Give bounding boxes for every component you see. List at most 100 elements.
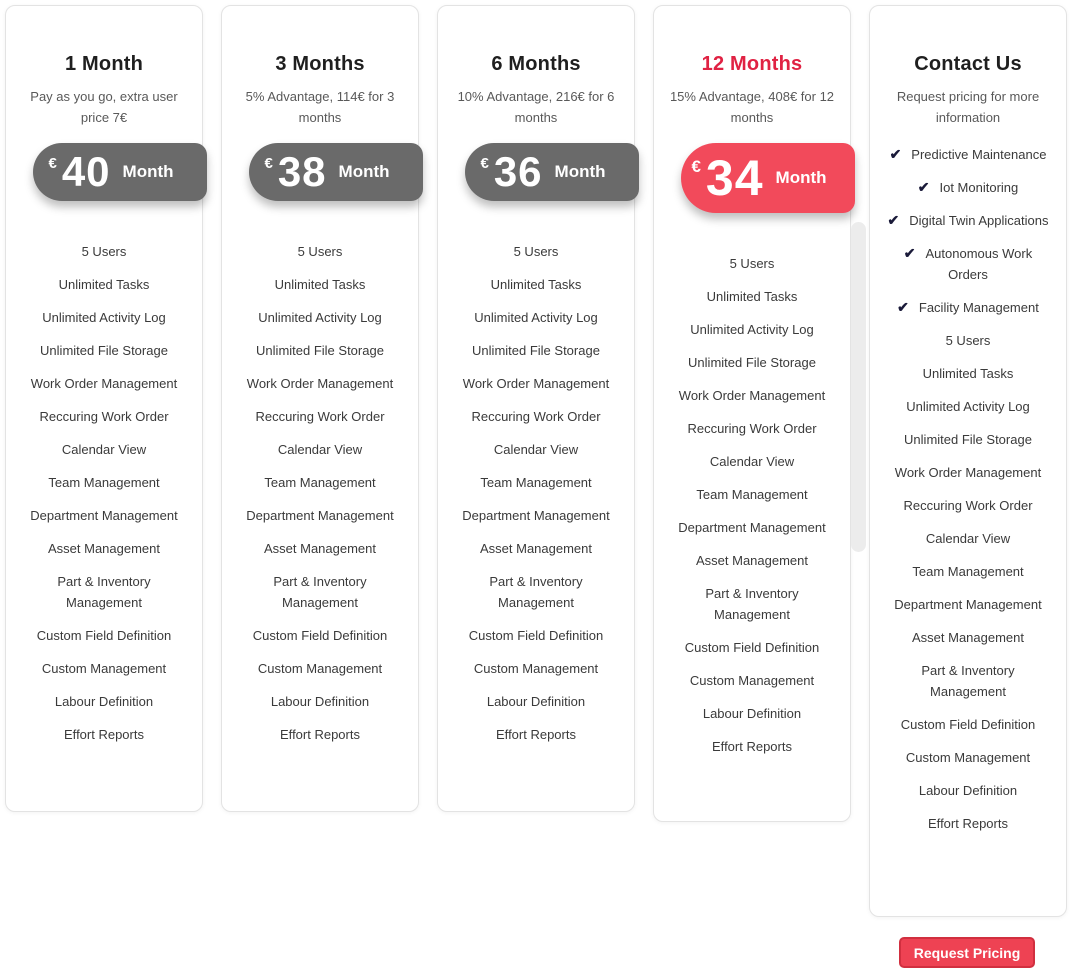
plan-title-12-months: 12 Months bbox=[701, 53, 803, 75]
feature-item: 5 Users bbox=[81, 244, 127, 259]
feature-item: Effort Reports bbox=[280, 727, 360, 742]
feature-item: Calendar View bbox=[493, 442, 579, 457]
price-amount: 40 bbox=[61, 148, 111, 195]
feature-item: 5 Users bbox=[729, 256, 775, 271]
plans-row: 1 Month Pay as you go, extra user price 7… bbox=[5, 5, 1067, 917]
feature-list: 5 Users Unlimited Tasks Unlimited Activity… bbox=[654, 247, 850, 763]
feature-item: Part & Inventory Management bbox=[489, 574, 583, 610]
feature-item: Unlimited Activity Log bbox=[690, 322, 814, 337]
feature-item: Department Management bbox=[30, 508, 178, 523]
feature-item: Custom Field Definition bbox=[900, 717, 1036, 732]
plan-card-3-months: 3 Months 5% Advantage, 114€ for 3 months €… bbox=[221, 5, 423, 812]
currency-symbol: € bbox=[264, 154, 273, 172]
feature-item: Part & Inventory Management bbox=[705, 586, 799, 622]
feature-item: Unlimited Activity Log bbox=[906, 399, 1030, 414]
plan-subtitle-3-months: 5% Advantage, 114€ for 3 months bbox=[245, 89, 395, 125]
feature-item: Asset Management bbox=[263, 541, 376, 556]
check-item-label: Autonomous Work Orders bbox=[925, 246, 1033, 282]
feature-item: Team Management bbox=[264, 475, 376, 490]
feature-item: Labour Definition bbox=[486, 694, 586, 709]
feature-item: Labour Definition bbox=[918, 783, 1018, 798]
feature-item: Asset Management bbox=[47, 541, 160, 556]
feature-item: Unlimited Activity Log bbox=[42, 310, 166, 325]
feature-item: Calendar View bbox=[925, 531, 1011, 546]
request-pricing-wrap: Request Pricing bbox=[869, 937, 1065, 968]
feature-item: Team Management bbox=[912, 564, 1024, 579]
feature-item: Asset Management bbox=[479, 541, 592, 556]
feature-item: Unlimited File Storage bbox=[904, 432, 1032, 447]
feature-item: Unlimited Activity Log bbox=[474, 310, 598, 325]
check-icon: ✔ bbox=[917, 179, 930, 195]
feature-list: 5 Users Unlimited Tasks Unlimited Activity… bbox=[222, 235, 418, 751]
feature-item: Unlimited File Storage bbox=[256, 343, 384, 358]
price-amount: 38 bbox=[277, 148, 327, 195]
price-pill-row: €36 Month bbox=[438, 143, 639, 201]
feature-item: Custom Field Definition bbox=[468, 628, 604, 643]
feature-item: Part & Inventory Management bbox=[921, 663, 1015, 699]
plan-subtitle-6-months: 10% Advantage, 216€ for 6 months bbox=[457, 89, 615, 125]
feature-item: Reccuring Work Order bbox=[471, 409, 601, 424]
check-item-label: Predictive Maintenance bbox=[911, 147, 1047, 162]
feature-item: Custom Management bbox=[905, 750, 1031, 765]
price-pill-6-months: €36 Month bbox=[465, 143, 639, 201]
feature-item: Unlimited Activity Log bbox=[258, 310, 382, 325]
feature-item: Effort Reports bbox=[928, 816, 1008, 831]
check-item: ✔ Facility Management bbox=[882, 291, 1054, 324]
feature-list: 5 Users Unlimited Tasks Unlimited Activity… bbox=[6, 235, 202, 751]
feature-item: 5 Users bbox=[297, 244, 343, 259]
feature-item: Work Order Management bbox=[30, 376, 178, 391]
plan-card-1-month: 1 Month Pay as you go, extra user price 7… bbox=[5, 5, 207, 812]
feature-item: Unlimited Tasks bbox=[274, 277, 366, 292]
feature-item: Part & Inventory Management bbox=[57, 574, 151, 610]
price-pill-1-month: €40 Month bbox=[33, 143, 207, 201]
feature-item: Department Management bbox=[678, 520, 826, 535]
feature-item: Effort Reports bbox=[496, 727, 576, 742]
plan-subtitle-12-months: 15% Advantage, 408€ for 12 months bbox=[669, 89, 835, 125]
price-pill-12-months: €34 Month bbox=[681, 143, 855, 213]
check-item-label: Facility Management bbox=[918, 300, 1039, 315]
check-item: ✔ Predictive Maintenance bbox=[882, 138, 1054, 171]
feature-item: Asset Management bbox=[911, 630, 1024, 645]
feature-item: Work Order Management bbox=[462, 376, 610, 391]
plan-title-3-months: 3 Months bbox=[275, 53, 365, 75]
check-item-label: Digital Twin Applications bbox=[909, 213, 1049, 228]
feature-item: Department Management bbox=[246, 508, 394, 523]
vertical-scrollbar-thumb[interactable] bbox=[851, 222, 866, 552]
plan-title-contact-us: Contact Us bbox=[914, 53, 1022, 75]
feature-item: Custom Management bbox=[257, 661, 383, 676]
currency-symbol: € bbox=[691, 157, 701, 176]
request-pricing-button[interactable]: Request Pricing bbox=[898, 937, 1036, 968]
feature-item: Custom Management bbox=[473, 661, 599, 676]
feature-item: Unlimited File Storage bbox=[688, 355, 816, 370]
plan-card-12-months: 12 Months 15% Advantage, 408€ for 12 mont… bbox=[653, 5, 855, 822]
plan-card-contact-us: Contact Us Request pricing for more infor… bbox=[869, 5, 1067, 917]
plan-title-6-months: 6 Months bbox=[491, 53, 581, 75]
price-amount: 36 bbox=[493, 148, 543, 195]
price-pill-row: €40 Month bbox=[6, 143, 207, 201]
price-period: Month bbox=[554, 162, 606, 181]
feature-item: Department Management bbox=[894, 597, 1042, 612]
feature-item: Custom Management bbox=[41, 661, 167, 676]
feature-item: Team Management bbox=[480, 475, 592, 490]
feature-item: Custom Management bbox=[689, 673, 815, 688]
price-pill-3-months: €38 Month bbox=[249, 143, 423, 201]
feature-item: Unlimited Tasks bbox=[58, 277, 150, 292]
feature-item: Unlimited File Storage bbox=[472, 343, 600, 358]
feature-item: 5 Users bbox=[513, 244, 559, 259]
feature-item: Reccuring Work Order bbox=[687, 421, 817, 436]
feature-item: Calendar View bbox=[61, 442, 147, 457]
feature-item: Unlimited Tasks bbox=[490, 277, 582, 292]
plan-title-1-month: 1 Month bbox=[64, 53, 144, 75]
feature-item: Work Order Management bbox=[678, 388, 826, 403]
price-period: Month bbox=[775, 168, 827, 187]
feature-item: Team Management bbox=[48, 475, 160, 490]
feature-item: Unlimited Tasks bbox=[922, 366, 1014, 381]
feature-item: Labour Definition bbox=[54, 694, 154, 709]
feature-item: Effort Reports bbox=[64, 727, 144, 742]
feature-item: Team Management bbox=[696, 487, 808, 502]
price-amount: 34 bbox=[705, 150, 764, 206]
feature-item: Custom Field Definition bbox=[252, 628, 388, 643]
feature-item: Unlimited File Storage bbox=[40, 343, 168, 358]
feature-item: Reccuring Work Order bbox=[39, 409, 169, 424]
